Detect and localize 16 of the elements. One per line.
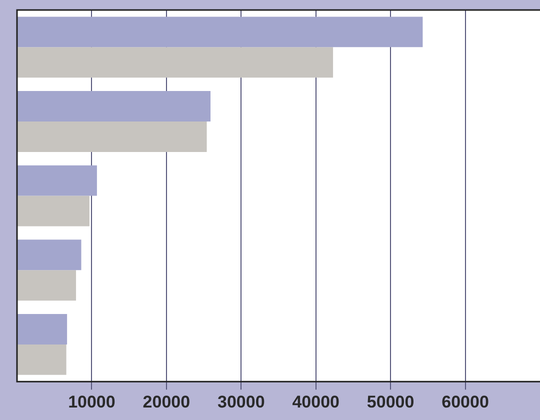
bar xyxy=(17,196,90,226)
bar xyxy=(17,16,423,48)
bar xyxy=(17,344,66,375)
x-tick-label: 30000 xyxy=(218,392,265,412)
bar xyxy=(17,47,334,78)
x-tick-label: 20000 xyxy=(142,392,190,412)
x-tick-label: 40000 xyxy=(292,392,340,412)
x-tick-label: 10000 xyxy=(68,392,116,412)
bar xyxy=(17,270,76,301)
bar xyxy=(17,121,207,152)
x-tick-label: 50000 xyxy=(366,392,414,412)
x-tick-label: 60000 xyxy=(442,392,489,412)
bar xyxy=(17,314,68,344)
bar xyxy=(17,91,211,122)
bar xyxy=(17,165,97,196)
bar xyxy=(17,240,82,270)
